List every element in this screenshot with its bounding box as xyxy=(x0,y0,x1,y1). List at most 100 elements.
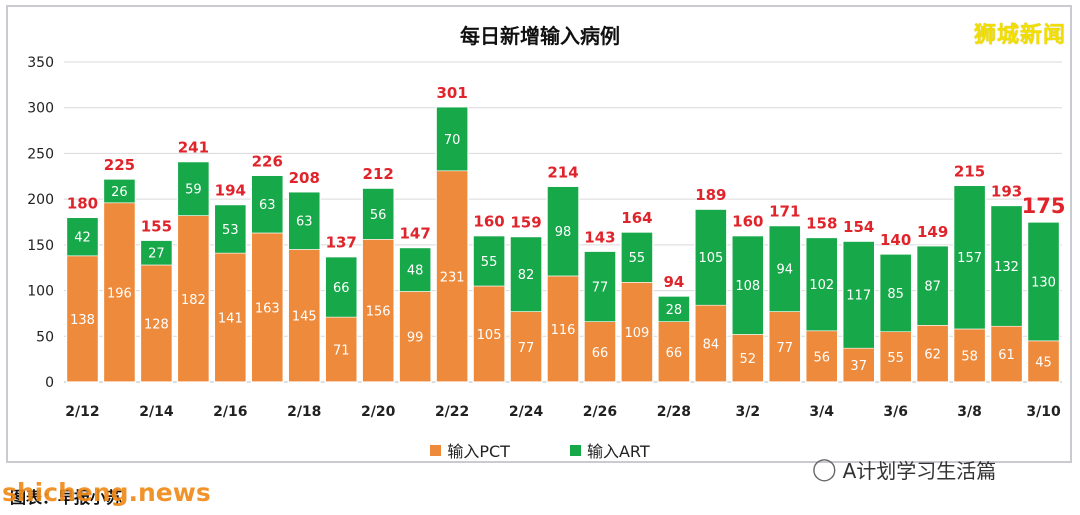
bar-art xyxy=(731,235,765,335)
bar-outline xyxy=(435,106,469,383)
pct-value-label: 99 xyxy=(407,331,424,346)
pct-value-label: 56 xyxy=(813,350,830,365)
pct-value-label: 182 xyxy=(181,293,206,308)
pct-value-label: 66 xyxy=(592,346,609,361)
total-value-label: 94 xyxy=(663,273,684,291)
art-value-label: 55 xyxy=(481,255,498,270)
total-value-label: 215 xyxy=(954,162,985,180)
bar-outline xyxy=(361,187,395,383)
x-tick-label: 2/14 xyxy=(139,404,174,420)
pct-value-label: 66 xyxy=(666,346,683,361)
brand-logo-text: 狮城新闻 xyxy=(973,23,1066,48)
bar-outline xyxy=(657,295,691,383)
bar-pct xyxy=(103,202,136,383)
bar-pct xyxy=(916,325,949,383)
total-value-label: 143 xyxy=(584,228,615,246)
total-value-label: 155 xyxy=(141,217,172,235)
x-tick-label: 2/16 xyxy=(213,404,247,420)
bar-art xyxy=(805,237,838,332)
total-value-label: 301 xyxy=(436,84,467,102)
total-value-label: 160 xyxy=(732,213,763,231)
bar-outline xyxy=(509,236,543,383)
bar-outline xyxy=(842,240,876,383)
art-value-label: 27 xyxy=(148,247,165,262)
pct-value-label: 52 xyxy=(740,352,757,367)
bar-outline xyxy=(102,178,136,383)
art-value-label: 28 xyxy=(666,303,683,318)
art-value-label: 108 xyxy=(735,279,760,294)
bar-outline xyxy=(176,161,210,383)
x-tick-label: 2/24 xyxy=(509,404,544,420)
bar-outline xyxy=(583,250,617,383)
x-tick-label: 2/22 xyxy=(435,404,469,420)
total-value-label: 137 xyxy=(326,234,357,252)
art-value-label: 26 xyxy=(111,185,128,200)
art-value-label: 85 xyxy=(887,287,904,302)
legend-item-art: 输入ART xyxy=(569,438,650,462)
total-value-label: 212 xyxy=(363,165,394,183)
art-value-label: 53 xyxy=(222,223,239,238)
bar-pct xyxy=(214,252,247,383)
art-value-label: 77 xyxy=(592,280,609,295)
art-value-label: 63 xyxy=(296,215,313,230)
art-value-label: 87 xyxy=(924,280,941,295)
pct-value-label: 109 xyxy=(625,326,650,341)
y-tick-label: 50 xyxy=(36,329,54,345)
pct-value-label: 163 xyxy=(255,301,280,316)
bar-outline xyxy=(139,239,173,383)
total-value-label: 159 xyxy=(510,214,541,232)
bar-pct xyxy=(361,239,395,383)
bar-outline xyxy=(805,236,839,383)
art-value-label: 55 xyxy=(629,251,646,266)
x-tick-label: 3/8 xyxy=(957,404,982,420)
legend-label-pct: 输入PCT xyxy=(447,442,510,461)
pct-value-label: 231 xyxy=(440,270,465,285)
bar-outline xyxy=(916,245,950,383)
bar-outline xyxy=(694,208,728,383)
art-value-label: 42 xyxy=(74,231,91,246)
pct-value-label: 138 xyxy=(70,313,95,328)
bar-pct xyxy=(140,264,173,383)
pct-value-label: 45 xyxy=(1035,355,1052,370)
total-value-label: 241 xyxy=(178,139,209,157)
legend-item-pct: 输入PCT xyxy=(430,438,510,462)
total-value-label: 140 xyxy=(880,231,911,249)
bar-pct xyxy=(805,330,838,383)
pct-value-label: 77 xyxy=(518,341,535,356)
bar-pct xyxy=(620,282,654,383)
y-tick-label: 350 xyxy=(27,55,54,71)
bar-outline xyxy=(879,253,913,383)
bar-outline xyxy=(546,185,580,383)
x-tick-label: 2/26 xyxy=(583,404,617,420)
total-value-label: 175 xyxy=(1022,194,1066,218)
bar-outline xyxy=(287,191,321,383)
total-value-label: 214 xyxy=(547,163,578,181)
total-value-label: 225 xyxy=(104,156,135,174)
total-value-label: 160 xyxy=(473,213,504,231)
site-watermark: shicheng.news xyxy=(2,478,211,507)
art-value-label: 157 xyxy=(957,251,982,266)
art-value-label: 102 xyxy=(809,278,834,293)
bar-outline xyxy=(65,216,99,383)
bar-art xyxy=(140,239,173,266)
bar-art xyxy=(694,208,728,306)
pct-value-label: 145 xyxy=(292,310,317,325)
total-value-label: 180 xyxy=(67,194,98,212)
x-tick-label: 3/2 xyxy=(736,404,761,420)
bar-outline xyxy=(953,184,987,383)
pct-value-label: 116 xyxy=(551,323,576,338)
pct-value-label: 196 xyxy=(107,286,132,301)
bar-outline xyxy=(472,235,506,383)
bar-art xyxy=(842,240,875,349)
x-tick-label: 2/18 xyxy=(287,404,321,420)
bar-outline xyxy=(324,256,358,383)
chart-legend: 输入PCT 输入ART xyxy=(0,438,1080,462)
art-value-label: 48 xyxy=(407,264,424,279)
pct-value-label: 77 xyxy=(777,341,794,356)
total-value-label: 147 xyxy=(399,225,430,243)
pct-value-label: 37 xyxy=(850,359,867,374)
total-value-label: 193 xyxy=(991,183,1022,201)
bar-pct xyxy=(731,334,765,383)
y-tick-label: 250 xyxy=(27,146,54,162)
